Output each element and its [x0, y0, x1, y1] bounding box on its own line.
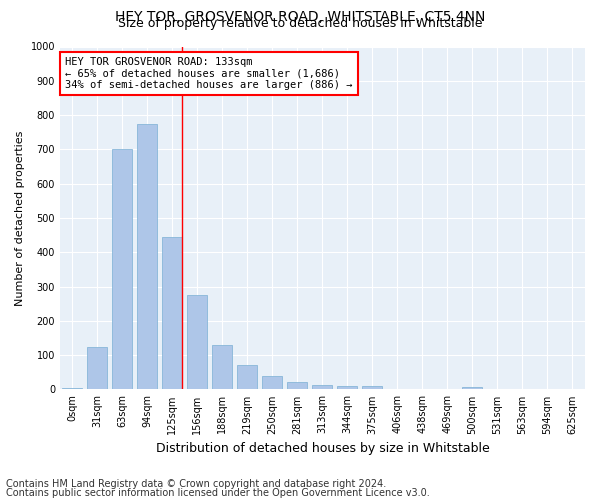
Bar	[287, 382, 307, 390]
Bar	[62, 388, 82, 390]
Bar	[88, 346, 107, 390]
Text: HEY TOR, GROSVENOR ROAD, WHITSTABLE, CT5 4NN: HEY TOR, GROSVENOR ROAD, WHITSTABLE, CT5…	[115, 10, 485, 24]
Text: Contains HM Land Registry data © Crown copyright and database right 2024.: Contains HM Land Registry data © Crown c…	[6, 479, 386, 489]
X-axis label: Distribution of detached houses by size in Whitstable: Distribution of detached houses by size …	[155, 442, 490, 455]
Bar	[337, 386, 358, 390]
Text: Contains public sector information licensed under the Open Government Licence v3: Contains public sector information licen…	[6, 488, 430, 498]
Bar	[137, 124, 157, 390]
Bar	[187, 295, 208, 390]
Bar	[163, 237, 182, 390]
Text: HEY TOR GROSVENOR ROAD: 133sqm
← 65% of detached houses are smaller (1,686)
34% : HEY TOR GROSVENOR ROAD: 133sqm ← 65% of …	[65, 57, 353, 90]
Bar	[238, 366, 257, 390]
Bar	[313, 386, 332, 390]
Bar	[262, 376, 283, 390]
Bar	[212, 345, 232, 390]
Bar	[463, 386, 482, 390]
Text: Size of property relative to detached houses in Whitstable: Size of property relative to detached ho…	[118, 18, 482, 30]
Y-axis label: Number of detached properties: Number of detached properties	[15, 130, 25, 306]
Bar	[112, 150, 133, 390]
Bar	[362, 386, 382, 390]
